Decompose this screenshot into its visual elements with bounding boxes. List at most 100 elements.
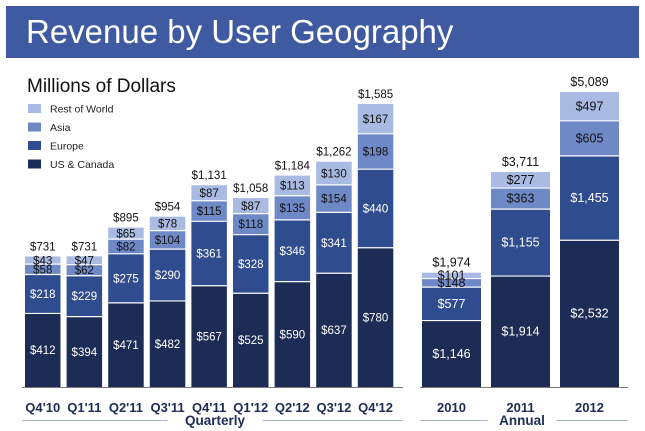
value-label-annual-2010-asia: $148 [438, 276, 466, 290]
value-label-annual-2010-europe: $577 [438, 297, 466, 311]
value-label-quarterly-q1-11-asia: $62 [75, 265, 94, 277]
bar-quarterly-q3-12-rest-of-world [316, 161, 352, 185]
value-label-quarterly-q3-11-europe: $290 [155, 270, 181, 282]
bar-quarterly-q4-11-us-canada [191, 285, 227, 387]
value-label-annual-2012-rest-of-world: $497 [576, 99, 604, 113]
bar-annual-2010-asia [422, 278, 481, 288]
value-label-quarterly-q1-11-rest-of-world: $47 [75, 255, 94, 267]
value-label-quarterly-q4-11-rest-of-world: $87 [200, 188, 219, 200]
chart-subtitle: Millions of Dollars [27, 76, 176, 97]
total-label-quarterly-q4-11: $1,131 [192, 170, 227, 182]
legend-swatch-asia [28, 122, 41, 132]
bar-annual-2011-europe [491, 209, 550, 277]
category-label-quarterly-q3-11: Q3'11 [150, 400, 184, 415]
value-label-quarterly-q3-11-us-canada: $482 [155, 339, 181, 351]
category-label-quarterly-q4-11: Q4'11 [192, 400, 226, 415]
value-label-quarterly-q1-12-us-canada: $525 [238, 335, 264, 347]
value-label-annual-2012-europe: $1,455 [570, 191, 608, 205]
legend-label-europe: Europe [50, 141, 84, 153]
bar-quarterly-q1-11-rest-of-world [66, 256, 103, 265]
bar-quarterly-q2-11-rest-of-world [108, 227, 144, 240]
group-label-quarterly: Quarterly [185, 413, 246, 428]
total-label-quarterly-q4-12: $1,585 [358, 89, 393, 101]
category-label-quarterly-q2-12: Q2'12 [275, 400, 310, 415]
bar-quarterly-q4-10-europe [25, 274, 61, 314]
bar-quarterly-q2-12-us-canada [274, 281, 311, 387]
value-label-annual-2010-rest-of-world: $101 [438, 269, 466, 283]
legend-label-asia: Asia [50, 122, 71, 134]
value-label-quarterly-q2-12-rest-of-world: $113 [280, 181, 305, 193]
bar-quarterly-q4-10-asia [25, 264, 61, 275]
value-label-annual-2012-asia: $605 [576, 131, 604, 145]
bar-quarterly-q1-11-asia [66, 264, 103, 276]
bar-annual-2012-rest-of-world [560, 92, 619, 121]
bar-quarterly-q3-11-asia [149, 230, 186, 250]
value-label-quarterly-q2-11-europe: $275 [113, 273, 139, 285]
category-label-quarterly-q1-12: Q1'12 [233, 400, 268, 415]
bar-quarterly-q2-11-asia [108, 239, 144, 254]
value-label-annual-2012-us-canada: $2,532 [570, 307, 608, 321]
total-label-annual-2012: $5,089 [570, 75, 608, 89]
value-label-quarterly-q4-10-rest-of-world: $43 [33, 255, 52, 267]
bar-annual-2012-asia [560, 120, 619, 156]
value-label-quarterly-q2-11-asia: $82 [116, 241, 135, 253]
value-label-quarterly-q4-10-us-canada: $412 [30, 345, 56, 357]
category-label-quarterly-q4-10: Q4'10 [25, 400, 60, 415]
value-label-quarterly-q3-12-us-canada: $637 [321, 325, 347, 337]
bar-quarterly-q4-12-asia [357, 133, 394, 170]
value-label-quarterly-q2-11-us-canada: $471 [113, 340, 139, 352]
legend-label-us-canada: US & Canada [50, 159, 114, 171]
bar-quarterly-q1-11-europe [66, 275, 103, 317]
legend-swatch-europe [28, 141, 41, 150]
bar-annual-2012-us-canada [560, 240, 619, 387]
total-label-annual-2011: $3,711 [502, 155, 539, 169]
bar-quarterly-q1-12-europe [233, 234, 269, 294]
bar-quarterly-q1-12-asia [233, 213, 269, 235]
value-label-quarterly-q2-12-us-canada: $590 [280, 329, 306, 341]
legend-swatch-rest-of-world [28, 104, 41, 113]
value-label-quarterly-q4-11-europe: $361 [196, 249, 222, 261]
category-label-quarterly-q1-11: Q1'11 [67, 400, 101, 415]
bar-quarterly-q4-10-rest-of-world [25, 256, 61, 265]
bar-quarterly-q4-10-us-canada [25, 313, 61, 387]
value-label-quarterly-q4-12-rest-of-world: $167 [363, 114, 389, 126]
category-label-annual-2010: 2010 [437, 400, 466, 415]
total-label-quarterly-q2-12: $1,184 [275, 161, 311, 173]
bar-quarterly-q1-12-us-canada [233, 293, 269, 387]
value-label-quarterly-q4-11-asia: $115 [197, 206, 222, 218]
total-label-quarterly-q1-11: $731 [72, 241, 98, 253]
bar-quarterly-q2-11-europe [108, 253, 144, 303]
total-label-quarterly-q3-11: $954 [155, 202, 181, 214]
bar-quarterly-q2-12-europe [274, 219, 311, 282]
bar-quarterly-q3-11-us-canada [149, 300, 186, 387]
bar-quarterly-q3-12-asia [316, 184, 352, 213]
bar-quarterly-q4-11-asia [191, 200, 227, 222]
legend-label-rest-of-world: Rest of World [50, 104, 114, 116]
value-label-annual-2011-europe: $1,155 [501, 236, 539, 250]
bar-annual-2012-europe [560, 155, 619, 241]
bar-quarterly-q2-12-rest-of-world [274, 175, 311, 196]
bar-quarterly-q3-12-europe [316, 212, 352, 274]
total-label-quarterly-q2-11: $895 [113, 213, 139, 225]
value-label-quarterly-q4-10-asia: $58 [33, 264, 52, 276]
chart-title: Revenue by User Geography [26, 13, 454, 50]
value-label-quarterly-q3-11-rest-of-world: $78 [158, 219, 177, 231]
bar-quarterly-q3-11-rest-of-world [149, 216, 186, 231]
bar-quarterly-q4-11-europe [191, 221, 227, 286]
bar-annual-2011-rest-of-world [491, 171, 550, 189]
value-label-annual-2010-us-canada: $1,146 [432, 347, 470, 361]
value-label-quarterly-q1-12-europe: $328 [238, 259, 264, 271]
value-label-quarterly-q2-11-rest-of-world: $65 [116, 228, 135, 240]
category-label-annual-2012: 2012 [575, 400, 604, 415]
total-label-quarterly-q1-12: $1,058 [233, 183, 268, 195]
category-label-quarterly-q4-12: Q4'12 [358, 400, 393, 415]
group-label-annual: Annual [499, 413, 545, 428]
value-label-quarterly-q1-12-rest-of-world: $87 [241, 201, 260, 213]
title-bar: Revenue by User Geography [6, 6, 639, 58]
bar-annual-2010-europe [422, 287, 481, 321]
bar-quarterly-q4-12-europe [357, 169, 394, 248]
bar-quarterly-q2-12-asia [274, 195, 311, 220]
bar-quarterly-q4-11-rest-of-world [191, 185, 227, 201]
value-label-quarterly-q4-10-europe: $218 [30, 289, 56, 301]
